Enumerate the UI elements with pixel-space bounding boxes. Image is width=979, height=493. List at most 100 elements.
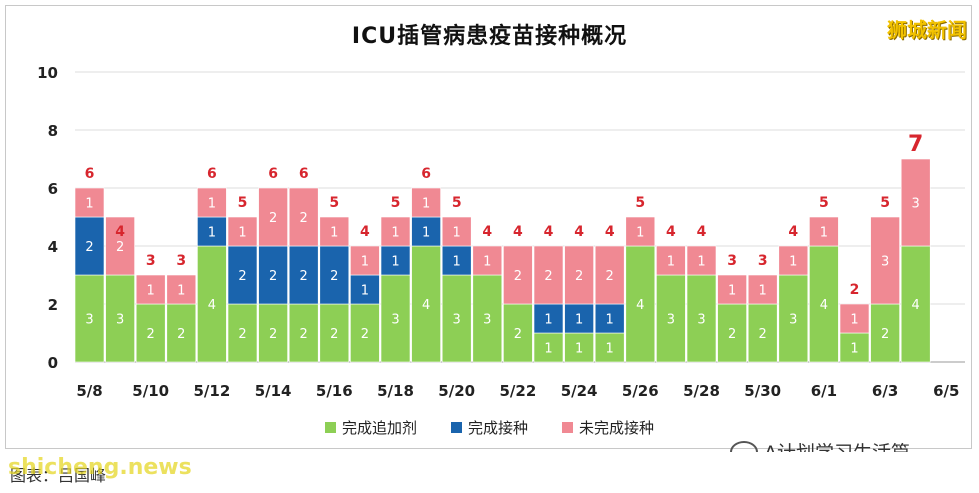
x-tick-label: 5/20	[438, 382, 475, 400]
bar-segment	[319, 216, 350, 247]
segment-value-label: 2	[575, 269, 583, 284]
segment-value-label: 4	[636, 298, 644, 313]
bar-segment	[778, 245, 809, 276]
bar-segment	[717, 274, 747, 305]
bar-total-label: 2	[850, 282, 860, 298]
y-axis: 0 2 4 6 8 10	[37, 64, 58, 372]
bar-total-label: 5	[880, 195, 890, 211]
bar-segment	[227, 216, 258, 247]
bar-total-label: 3	[146, 253, 156, 269]
legend-swatch	[324, 422, 336, 433]
segment-value-label: 2	[177, 327, 185, 342]
segment-value-label: 1	[330, 226, 338, 241]
x-tick-label: 5/8	[76, 382, 102, 400]
segment-value-label: 1	[606, 342, 614, 357]
brand-logo: 狮城新闻	[887, 18, 967, 42]
bar-total-label: 3	[727, 253, 737, 269]
segment-value-label: 2	[269, 269, 277, 284]
bar-total-label: 4	[697, 224, 707, 240]
x-tick-label: 6/1	[811, 382, 837, 400]
bar-total-label: 5	[391, 195, 401, 211]
bar-segment	[74, 274, 105, 363]
bar-segment	[625, 245, 656, 363]
segment-value-label: 1	[422, 226, 430, 241]
segment-value-label: 1	[789, 255, 797, 270]
bar-segment	[166, 274, 197, 305]
x-tick-label: 5/16	[316, 382, 353, 400]
bar-total-label: 4	[513, 224, 523, 240]
bar-segment	[594, 303, 625, 334]
segment-value-label: 1	[606, 313, 614, 328]
bar-segment	[656, 274, 686, 363]
segment-value-label: 1	[177, 284, 185, 299]
segment-value-label: 1	[147, 284, 155, 299]
segment-value-label: 3	[881, 255, 889, 270]
segment-value-label: 2	[269, 327, 277, 342]
bar-segment	[717, 303, 747, 363]
x-tick-label: 5/30	[744, 382, 781, 400]
bar-segment	[319, 303, 350, 363]
segment-value-label: 2	[116, 240, 124, 255]
segment-value-label: 2	[544, 269, 552, 284]
segment-value-label: 4	[422, 298, 430, 313]
bar-segment	[197, 187, 227, 218]
bar-segment	[441, 245, 472, 276]
bar-segment	[839, 303, 870, 334]
legend-swatch	[562, 422, 573, 433]
segment-value-label: 4	[912, 298, 920, 313]
segment-value-label: 1	[728, 284, 736, 299]
bar-segment	[564, 332, 594, 363]
bar-total-label: 5	[819, 195, 829, 211]
segment-value-label: 1	[361, 284, 369, 299]
segment-value-label: 1	[391, 255, 399, 270]
bar-total-label: 3	[758, 253, 768, 269]
bar-segment	[350, 245, 380, 276]
bar-segment	[258, 245, 288, 305]
segment-value-label: 1	[820, 226, 828, 241]
y-tick-label: 2	[48, 296, 58, 314]
bar-total-label: 6	[299, 166, 309, 182]
bar-segment	[288, 245, 319, 305]
legend-label: 完成追加剂	[341, 419, 417, 437]
bar-segment	[533, 303, 564, 334]
x-tick-label: 5/12	[194, 382, 231, 400]
bars: 3216324213213411622152226222622152114311…	[74, 132, 931, 363]
segment-value-label: 2	[238, 327, 246, 342]
bar-segment	[380, 274, 411, 363]
segment-value-label: 3	[667, 313, 675, 328]
bar-segment	[870, 216, 900, 305]
bar-segment	[350, 274, 380, 305]
bar-segment	[809, 245, 839, 363]
segment-value-label: 1	[422, 197, 430, 212]
segment-value-label: 4	[208, 298, 216, 313]
footer-band	[0, 452, 979, 493]
bar-segment	[625, 216, 656, 247]
x-tick-label: 5/10	[132, 382, 169, 400]
bar-total-label: 4	[360, 224, 370, 240]
bar-segment	[778, 274, 809, 363]
bar-segment	[656, 245, 686, 276]
segment-value-label: 2	[85, 240, 93, 255]
segment-value-label: 2	[330, 269, 338, 284]
segment-value-label: 1	[391, 226, 399, 241]
x-tick-label: 5/22	[500, 382, 537, 400]
segment-value-label: 1	[667, 255, 675, 270]
bar-total-label: 4	[544, 224, 554, 240]
chart-title: ICU插管病患疫苗接种概况	[351, 24, 628, 49]
bar-segment	[747, 274, 778, 305]
bar-total-label: 5	[329, 195, 339, 211]
segment-value-label: 1	[636, 226, 644, 241]
x-tick-label: 6/3	[872, 382, 898, 400]
bar-segment	[288, 303, 319, 363]
segment-value-label: 3	[697, 313, 705, 328]
legend-item: 未完成接种	[562, 417, 654, 438]
bar-segment	[135, 274, 166, 305]
segment-value-label: 3	[116, 313, 124, 328]
bar-total-label: 4	[482, 224, 492, 240]
bar-segment	[197, 245, 227, 363]
bar-segment	[839, 332, 870, 363]
segment-value-label: 2	[300, 269, 308, 284]
segment-value-label: 2	[514, 327, 522, 342]
bar-segment	[288, 187, 319, 247]
segment-value-label: 2	[300, 327, 308, 342]
